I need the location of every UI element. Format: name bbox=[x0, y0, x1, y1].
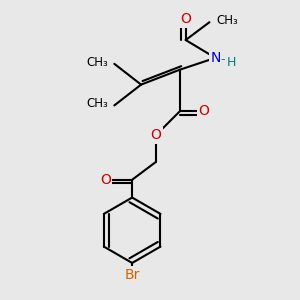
Text: Br: Br bbox=[124, 268, 140, 282]
Text: CH₃: CH₃ bbox=[87, 56, 108, 69]
Text: O: O bbox=[100, 173, 111, 187]
Text: O: O bbox=[151, 128, 161, 142]
Text: CH₃: CH₃ bbox=[87, 98, 108, 110]
Text: CH₃: CH₃ bbox=[217, 14, 239, 27]
Text: O: O bbox=[198, 104, 209, 118]
Text: O: O bbox=[180, 12, 191, 26]
Text: -: - bbox=[220, 53, 225, 66]
Text: H: H bbox=[227, 56, 236, 69]
Text: N: N bbox=[210, 51, 220, 65]
